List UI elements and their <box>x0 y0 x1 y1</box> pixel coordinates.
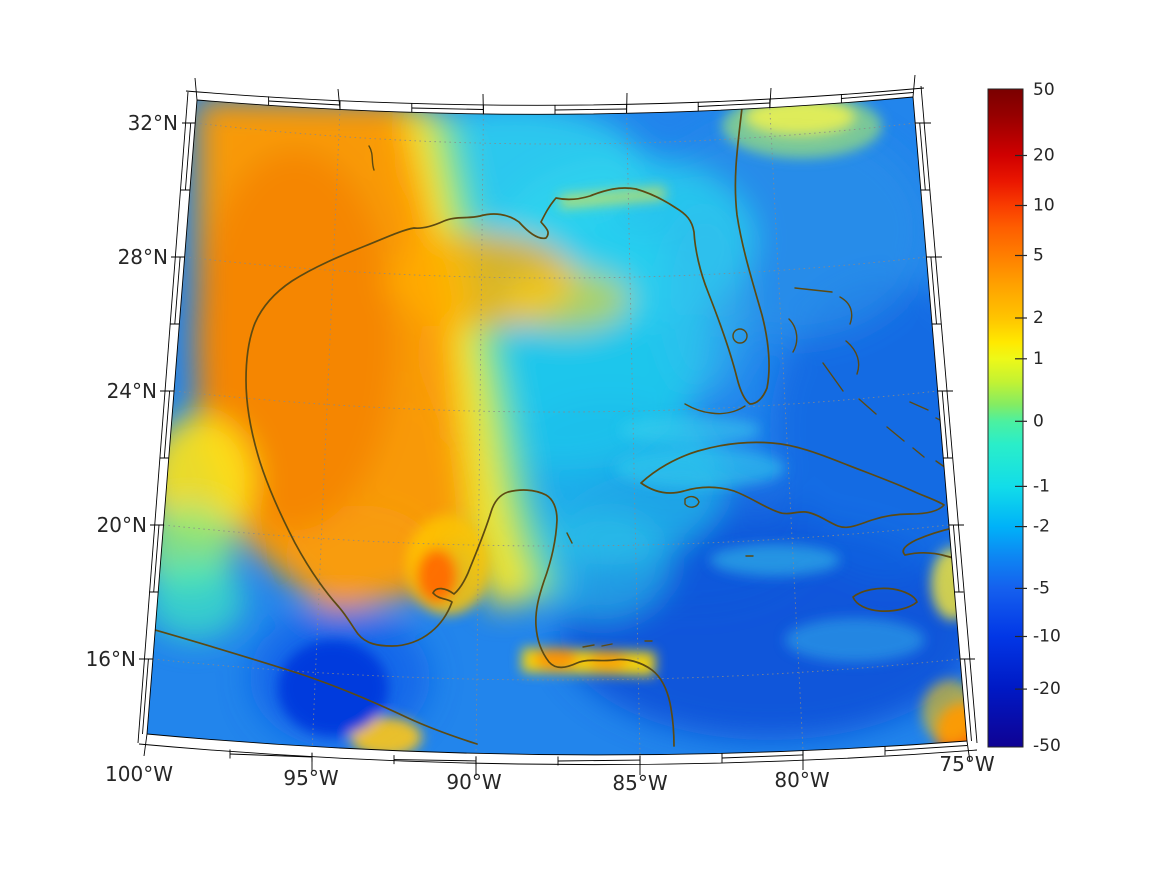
coast-florida-keys <box>684 403 746 415</box>
coast-mainland <box>245 107 770 747</box>
colorbar-tick-label: -20 <box>1033 679 1061 699</box>
coast-isla-juventud <box>684 495 700 508</box>
coast-bahamas <box>788 287 949 469</box>
coast-cuba <box>640 441 945 529</box>
lon-tick-label: 95°W <box>283 766 338 790</box>
colorbar-gradient <box>987 88 1024 748</box>
lon-tick-label: 90°W <box>446 770 501 794</box>
frame-outer-right <box>920 85 978 744</box>
colorbar-tick-label: 10 <box>1033 196 1055 216</box>
lon-tick-label: 100°W <box>105 762 173 786</box>
colorbar-labels: 50 20 10 5 2 1 0 -1 -2 -5 -10 -20 -50 <box>1033 80 1061 756</box>
colorbar-tick-label: 20 <box>1033 146 1055 166</box>
meridian-85w <box>626 112 641 755</box>
lat-tick-label: 24°N <box>107 379 157 403</box>
colorbar-tick-label: -2 <box>1033 517 1050 537</box>
lat-tick-label: 28°N <box>118 245 168 269</box>
lat-axis: 32°N 28°N 24°N 20°N 16°N <box>86 111 178 671</box>
coast-pacific <box>147 627 478 745</box>
graticule <box>152 107 961 755</box>
field-layer <box>147 97 967 755</box>
frame-outer-top <box>185 87 925 106</box>
colorbar-tick-label: -1 <box>1033 476 1050 496</box>
lon-tick-label: 85°W <box>612 771 667 795</box>
parallel-16n <box>152 658 961 681</box>
coast-small-islands <box>368 145 754 648</box>
colorbar: 50 20 10 5 2 1 0 -1 -2 -5 -10 -20 -50 <box>987 80 1061 756</box>
meridian-90w <box>475 113 484 755</box>
map-frame <box>137 74 978 776</box>
meridian-80w <box>769 107 804 751</box>
colorbar-ticks <box>1015 154 1027 690</box>
parallel-32n <box>195 122 916 145</box>
lat-tick-label: 16°N <box>86 647 136 671</box>
coastlines <box>147 107 967 747</box>
colorbar-tick-label: 50 <box>1033 80 1055 100</box>
frame-corner-ticks <box>143 74 971 763</box>
lat-tick-label: 20°N <box>97 513 147 537</box>
frame-inner <box>146 96 968 756</box>
lake-okeechobee <box>732 328 748 344</box>
lon-tick-label: 80°W <box>774 768 829 792</box>
parallel-24n <box>174 390 938 413</box>
colorbar-tick-label: -5 <box>1033 578 1050 598</box>
colorbar-tick-label: 1 <box>1033 349 1044 369</box>
colorbar-tick-label: -50 <box>1033 736 1061 756</box>
frame-outer-left <box>137 91 189 744</box>
colorbar-tick-label: -10 <box>1033 627 1061 647</box>
colorbar-tick-label: 2 <box>1033 308 1044 328</box>
coast-jamaica <box>852 587 918 612</box>
lon-tick-label: 75°W <box>939 752 994 776</box>
colorbar-tick-label: 5 <box>1033 246 1044 266</box>
lat-tick-label: 32°N <box>128 111 178 135</box>
colorbar-tick-label: 0 <box>1033 411 1044 431</box>
lon-axis: 100°W 95°W 90°W 85°W 80°W 75°W <box>105 752 995 795</box>
